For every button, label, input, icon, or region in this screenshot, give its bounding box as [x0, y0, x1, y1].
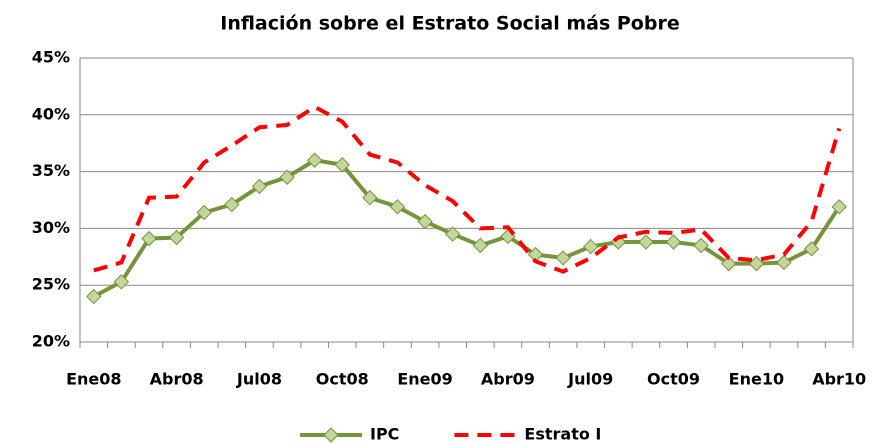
legend-label: Estrato I [524, 425, 601, 443]
point-marker [168, 229, 185, 246]
point-marker [362, 190, 378, 206]
x-tick-label: Ene08 [66, 370, 121, 389]
point-marker [665, 234, 682, 250]
point-marker [389, 199, 406, 215]
point-marker [417, 213, 433, 230]
point-marker [721, 255, 737, 272]
chart-title: Inflación sobre el Estrato Social más Po… [220, 13, 679, 35]
x-tick-label: Ene10 [729, 370, 784, 389]
point-marker [196, 204, 212, 221]
point-marker [555, 250, 571, 266]
series-line [93, 104, 842, 274]
legend-label: IPC [370, 425, 399, 443]
point-marker [693, 237, 709, 254]
x-tick-label: Ene09 [397, 370, 452, 389]
point-marker [831, 199, 847, 215]
y-tick-label: 35% [32, 161, 70, 180]
y-tick-label: 25% [32, 275, 70, 294]
point-marker [306, 152, 323, 168]
point-marker [141, 230, 157, 247]
point-marker [776, 254, 792, 271]
y-tick-label: 40% [32, 104, 70, 123]
point-marker [583, 238, 599, 255]
point-marker [251, 178, 268, 195]
x-tick-label: Jul09 [567, 370, 613, 389]
y-tick-label: 45% [32, 48, 70, 67]
x-tick-label: Abr10 [812, 370, 866, 389]
y-tick-label: 20% [32, 332, 70, 351]
series-line [92, 158, 841, 299]
y-tick-label: 30% [32, 218, 70, 237]
point-marker [113, 274, 130, 290]
point-marker [472, 237, 489, 254]
point-marker [803, 241, 820, 257]
point-marker [444, 226, 461, 242]
x-tick-label: Oct08 [316, 370, 369, 389]
point-marker [279, 169, 295, 185]
x-tick-label: Jul08 [236, 370, 282, 389]
x-tick-label: Abr09 [481, 370, 535, 389]
x-tick-label: Oct09 [647, 370, 700, 389]
legend-marker [323, 427, 339, 443]
point-marker [334, 157, 350, 173]
point-marker [86, 288, 102, 305]
x-tick-label: Abr08 [150, 370, 204, 389]
point-marker [638, 234, 654, 250]
point-marker [224, 196, 240, 213]
